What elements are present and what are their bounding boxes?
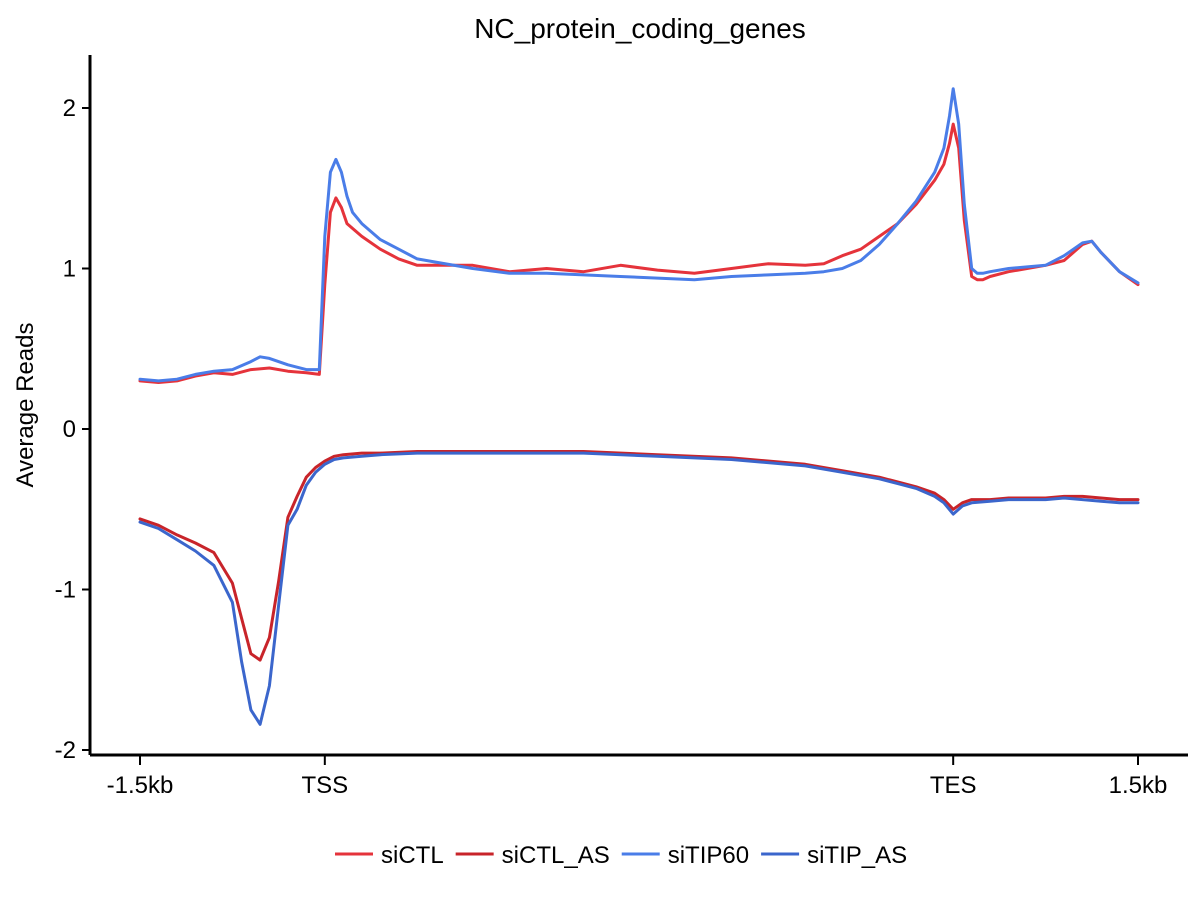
y-tick-label: 2 <box>63 95 76 122</box>
x-tick-label: TSS <box>301 772 348 799</box>
series-line-sitip60 <box>138 87 1140 383</box>
x-tick-label: -1.5kb <box>107 772 174 799</box>
series-line-sitip-as <box>138 451 1140 726</box>
y-tick-label: -1 <box>55 577 76 604</box>
axes-layer: -2 -1 0 1 2 -1.5kb TSS TES 1.5kb <box>55 55 1188 799</box>
y-tick-label: -2 <box>55 737 76 764</box>
y-tick-label: 0 <box>63 416 76 443</box>
y-axis-label: Average Reads <box>12 323 39 488</box>
legend: siCTL siCTL_AS siTIP60 siTIP_AS <box>335 842 907 869</box>
x-tick-label: TES <box>930 772 977 799</box>
series-line-sictl-as <box>138 450 1140 662</box>
x-tick-label: 1.5kb <box>1109 772 1168 799</box>
legend-label: siCTL_AS <box>502 842 610 869</box>
series-line-sictl <box>138 122 1140 384</box>
series-layer <box>138 87 1140 726</box>
y-tick-label: 1 <box>63 256 76 283</box>
legend-label: siTIP60 <box>668 842 749 869</box>
legend-label: siCTL <box>381 842 444 869</box>
chart-title: NC_protein_coding_genes <box>474 13 806 44</box>
legend-label: siTIP_AS <box>807 842 907 869</box>
